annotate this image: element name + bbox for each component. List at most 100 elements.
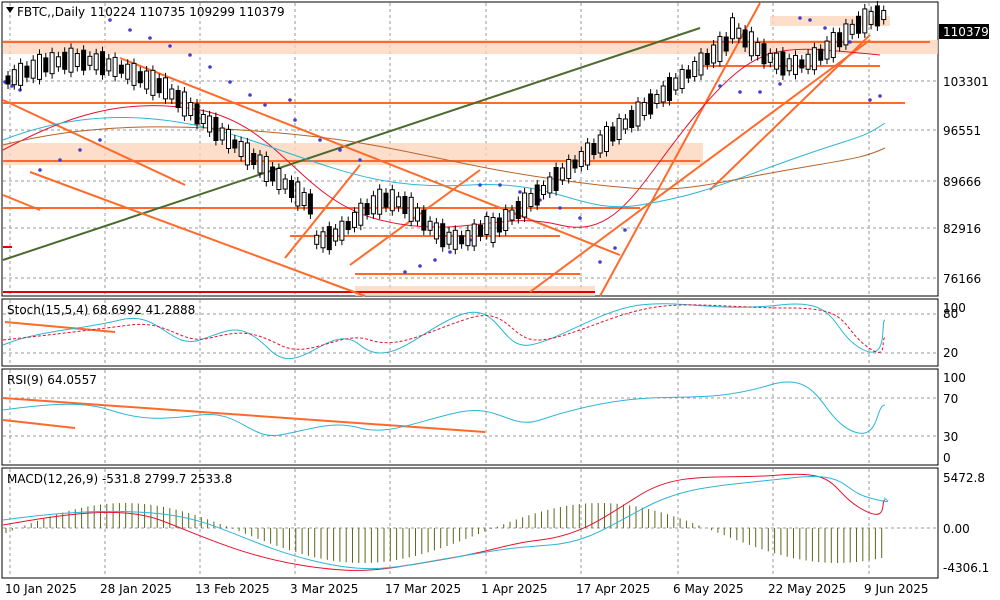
rsi-title: RSI(9) 64.0557 bbox=[7, 373, 97, 387]
sar-dot bbox=[228, 80, 232, 84]
candle-body bbox=[723, 36, 729, 52]
sar-dot bbox=[623, 228, 627, 232]
candle-body bbox=[43, 57, 49, 73]
candle-body bbox=[578, 151, 584, 167]
candle-body bbox=[641, 102, 647, 116]
candle-body bbox=[30, 59, 36, 79]
candle-body bbox=[49, 52, 55, 75]
sar-dot bbox=[848, 40, 852, 44]
macd-line bbox=[2, 473, 886, 571]
candle-body bbox=[389, 189, 395, 212]
candle-body bbox=[194, 103, 200, 125]
candle-body bbox=[93, 53, 99, 71]
stoch-d-line bbox=[2, 304, 886, 353]
candle-body bbox=[774, 52, 780, 70]
candle-body bbox=[270, 166, 276, 182]
candle-body bbox=[370, 195, 376, 215]
current-price-badge bbox=[939, 24, 989, 39]
candle-body bbox=[692, 61, 698, 77]
y-tick-macd: -4306.1 bbox=[943, 561, 989, 575]
candle-body bbox=[118, 64, 124, 74]
candle-body bbox=[125, 63, 131, 80]
x-tick-label: 17 Apr 2025 bbox=[576, 582, 650, 596]
candle-body bbox=[585, 142, 591, 166]
x-tick-label: 10 Jan 2025 bbox=[5, 582, 77, 596]
trend-lines bbox=[2, 2, 930, 433]
candle-body bbox=[799, 59, 805, 69]
candle-body bbox=[717, 36, 723, 62]
candle-body bbox=[263, 156, 269, 182]
resistance-zone bbox=[3, 143, 703, 165]
x-axis: 10 Jan 2025 28 Jan 2025 13 Feb 2025 3 Ma… bbox=[5, 582, 929, 596]
rsi-panel-frame bbox=[1, 368, 939, 466]
candle-body bbox=[478, 224, 483, 237]
candle-body bbox=[704, 53, 710, 65]
sar-dot bbox=[613, 246, 617, 250]
candle-body bbox=[112, 56, 118, 77]
candle-body bbox=[673, 77, 679, 91]
candle-body bbox=[440, 223, 446, 248]
x-tick-label: 6 May 2025 bbox=[673, 582, 744, 596]
candle-body bbox=[188, 102, 194, 116]
candle-body bbox=[868, 10, 874, 25]
ma-slow-line bbox=[2, 126, 886, 190]
macd-signal-line bbox=[2, 476, 889, 570]
candle-body bbox=[137, 71, 143, 84]
candle-body bbox=[748, 31, 754, 57]
x-tick-label: 22 May 2025 bbox=[768, 582, 846, 596]
candle-body bbox=[667, 77, 672, 101]
candle-body bbox=[648, 93, 654, 115]
candle-body bbox=[755, 41, 761, 56]
sar-dot bbox=[58, 158, 62, 162]
candle-body bbox=[496, 217, 502, 233]
candle-body bbox=[446, 231, 452, 245]
rsi-line bbox=[2, 381, 886, 437]
candle-body bbox=[591, 143, 597, 155]
candle-body bbox=[433, 222, 439, 240]
candle-body bbox=[276, 168, 282, 190]
resistance-zone bbox=[770, 16, 890, 26]
candle-body bbox=[320, 231, 326, 249]
candle-body bbox=[314, 234, 320, 245]
candle-body bbox=[874, 5, 880, 27]
triangle-down-icon[interactable] bbox=[6, 7, 14, 13]
candle-body bbox=[100, 51, 105, 76]
sar-dot bbox=[578, 216, 582, 220]
sar-dot bbox=[248, 93, 252, 97]
candle-body bbox=[415, 207, 420, 222]
sar-dot bbox=[128, 28, 132, 32]
candle-body bbox=[396, 196, 402, 208]
trend-line bbox=[284, 164, 361, 259]
candle-body bbox=[515, 201, 521, 219]
candle-body bbox=[282, 178, 288, 190]
candle-body bbox=[408, 196, 414, 222]
candle-body bbox=[156, 78, 162, 94]
candle-body bbox=[811, 47, 817, 71]
sar-dot bbox=[288, 98, 292, 102]
trend-line bbox=[119, 57, 621, 256]
candle-body bbox=[610, 126, 616, 142]
sar-dot bbox=[108, 18, 112, 22]
candle-body bbox=[421, 209, 427, 231]
candle-body bbox=[484, 215, 490, 235]
y-tick-rsi: 100 bbox=[943, 371, 966, 385]
y-tick-rsi: 30 bbox=[943, 430, 958, 444]
x-tick-label: 9 Jun 2025 bbox=[864, 582, 929, 596]
stoch-panel-frame bbox=[1, 298, 939, 367]
candle-body bbox=[660, 85, 666, 103]
y-tick-main: 82916 bbox=[943, 222, 981, 236]
candle-body bbox=[427, 220, 433, 231]
candle-body bbox=[163, 77, 168, 100]
trend-line bbox=[2, 99, 186, 186]
sar-dot bbox=[808, 18, 812, 22]
candle-body bbox=[780, 51, 786, 76]
y-tick-macd: 0.00 bbox=[943, 522, 970, 536]
candle-body bbox=[87, 55, 93, 66]
candle-body bbox=[736, 27, 742, 39]
trend-line bbox=[4, 321, 116, 333]
candle-body bbox=[522, 192, 528, 218]
candle-body bbox=[383, 192, 389, 208]
candle-body bbox=[37, 53, 42, 80]
candle-body bbox=[352, 211, 357, 228]
